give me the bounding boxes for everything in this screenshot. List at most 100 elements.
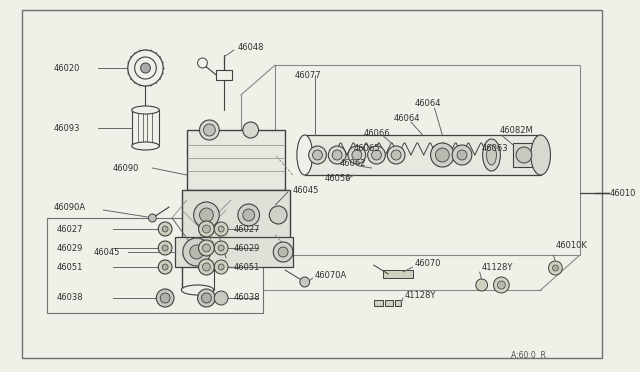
Circle shape: [476, 279, 488, 291]
Bar: [305, 135, 541, 175]
Bar: [187, 130, 285, 190]
Circle shape: [158, 222, 172, 236]
Circle shape: [198, 289, 215, 307]
Ellipse shape: [132, 106, 159, 114]
Text: 46027: 46027: [234, 224, 260, 234]
Text: 46048: 46048: [238, 42, 264, 51]
Bar: [275, 65, 580, 255]
Text: A:60:0  R: A:60:0 R: [511, 350, 546, 359]
Circle shape: [308, 146, 326, 164]
Bar: [216, 70, 232, 80]
Text: 46064: 46064: [393, 113, 420, 122]
Text: 46038: 46038: [57, 294, 84, 302]
Circle shape: [243, 209, 255, 221]
Circle shape: [218, 226, 224, 232]
Circle shape: [214, 291, 228, 305]
Text: 46090A: 46090A: [54, 202, 86, 212]
Text: 46051: 46051: [57, 263, 83, 272]
Text: 46029: 46029: [57, 244, 83, 253]
Bar: [385, 300, 393, 306]
Text: 46038: 46038: [234, 294, 260, 302]
Ellipse shape: [531, 135, 550, 175]
Circle shape: [148, 214, 156, 222]
Text: 46029: 46029: [234, 244, 260, 253]
Circle shape: [156, 289, 174, 307]
Ellipse shape: [486, 145, 497, 165]
Circle shape: [269, 206, 287, 224]
Circle shape: [158, 260, 172, 274]
Text: 46020: 46020: [54, 64, 81, 73]
Circle shape: [238, 204, 259, 226]
Text: 46090: 46090: [113, 164, 140, 173]
Ellipse shape: [297, 135, 312, 175]
Circle shape: [183, 238, 211, 266]
Circle shape: [214, 222, 228, 236]
Circle shape: [198, 259, 214, 275]
Circle shape: [198, 240, 214, 256]
Circle shape: [194, 202, 220, 228]
Circle shape: [312, 150, 323, 160]
Text: 46093: 46093: [54, 124, 81, 132]
Circle shape: [134, 57, 156, 79]
Circle shape: [162, 264, 168, 270]
Text: 46077: 46077: [295, 71, 321, 80]
Circle shape: [218, 264, 224, 270]
Circle shape: [452, 145, 472, 165]
Circle shape: [372, 150, 381, 160]
Text: 46027: 46027: [57, 224, 83, 234]
Circle shape: [162, 226, 168, 232]
Circle shape: [202, 244, 211, 252]
Circle shape: [431, 143, 454, 167]
Circle shape: [198, 58, 207, 68]
Bar: [374, 300, 383, 306]
Text: 46010: 46010: [609, 189, 636, 198]
Circle shape: [328, 146, 346, 164]
Text: 46064: 46064: [415, 99, 442, 108]
Text: 46082M: 46082M: [499, 125, 533, 135]
Text: 46062: 46062: [339, 158, 365, 167]
Bar: [175, 237, 293, 267]
Text: 46056: 46056: [324, 173, 351, 183]
Circle shape: [218, 245, 224, 251]
Circle shape: [278, 247, 288, 257]
Circle shape: [300, 277, 310, 287]
Circle shape: [497, 281, 505, 289]
Bar: [383, 270, 413, 278]
Circle shape: [200, 208, 213, 222]
Ellipse shape: [181, 285, 214, 295]
Circle shape: [273, 242, 293, 262]
Circle shape: [391, 150, 401, 160]
Text: 46070: 46070: [415, 259, 442, 267]
Circle shape: [387, 146, 405, 164]
Text: 46010K: 46010K: [556, 241, 588, 250]
Circle shape: [189, 245, 204, 259]
Circle shape: [348, 146, 365, 164]
Bar: [132, 110, 159, 146]
Circle shape: [214, 241, 228, 255]
Bar: [395, 300, 401, 306]
Circle shape: [198, 221, 214, 237]
Bar: [47, 218, 264, 313]
Circle shape: [516, 147, 532, 163]
Text: 46066: 46066: [364, 128, 390, 138]
Text: 46070A: 46070A: [315, 270, 347, 279]
Circle shape: [243, 122, 259, 138]
Circle shape: [457, 150, 467, 160]
Circle shape: [158, 241, 172, 255]
Circle shape: [493, 277, 509, 293]
Circle shape: [141, 63, 150, 73]
Bar: [513, 143, 535, 167]
Ellipse shape: [132, 142, 159, 150]
Circle shape: [214, 260, 228, 274]
Circle shape: [202, 293, 211, 303]
Circle shape: [435, 148, 449, 162]
Text: 46045: 46045: [93, 247, 120, 257]
Circle shape: [202, 225, 211, 233]
Bar: [182, 190, 290, 255]
Circle shape: [200, 120, 220, 140]
Circle shape: [128, 50, 163, 86]
Circle shape: [162, 245, 168, 251]
Circle shape: [548, 261, 563, 275]
Circle shape: [204, 124, 215, 136]
Circle shape: [367, 146, 385, 164]
